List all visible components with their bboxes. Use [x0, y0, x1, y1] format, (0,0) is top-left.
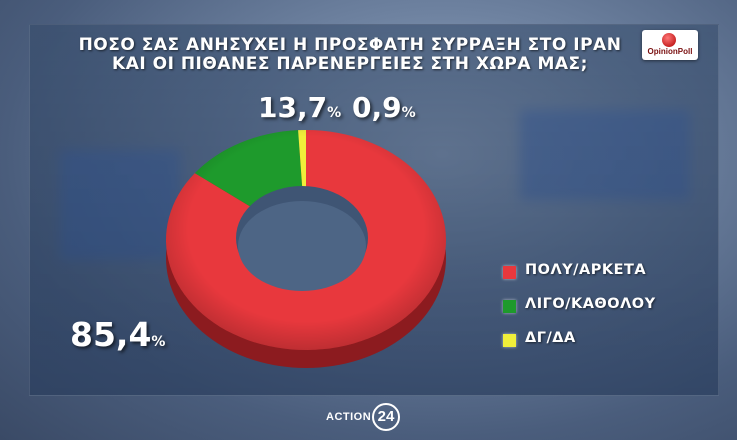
- chart-title: ΠΟΣΟ ΣΑΣ ΑΝΗΣΥΧΕΙ Η ΠΡΟΣΦΑΤΗ ΣΥΡΡΑΞΗ ΣΤΟ…: [70, 36, 630, 74]
- legend-label: ΠΟΛΥ/ΑΡΚΕΤΑ: [525, 262, 647, 278]
- slice-unit-red: %: [151, 334, 166, 350]
- slice-label-yellow: 0,9%: [352, 91, 416, 124]
- legend-label: ΛΙΓΟ/ΚΑΘΟΛΟΥ: [525, 296, 656, 312]
- legend-swatch-yellow: [503, 334, 516, 347]
- legend-label: ΔΓ/ΔΑ: [525, 330, 576, 346]
- logo-dot-icon: [662, 33, 676, 47]
- legend-swatch-green: [503, 300, 516, 313]
- title-line-1: ΠΟΣΟ ΣΑΣ ΑΝΗΣΥΧΕΙ Η ΠΡΟΣΦΑΤΗ ΣΥΡΡΑΞΗ ΣΤΟ…: [78, 35, 622, 55]
- donut-hole-inner: [238, 201, 366, 291]
- brand-word: ACTION: [326, 411, 372, 423]
- legend-swatch-red: [503, 266, 516, 279]
- slice-unit-green: %: [327, 105, 342, 121]
- slice-value-green: 13,7: [258, 91, 328, 124]
- brand-number: 24: [372, 403, 400, 431]
- slice-label-red: 85,4%: [70, 315, 165, 354]
- title-line-2: ΚΑΙ ΟΙ ΠΙΘΑΝΕΣ ΠΑΡΕΝΕΡΓΕΙΕΣ ΣΤΗ ΧΩΡΑ ΜΑΣ…: [112, 54, 588, 74]
- slice-value-red: 85,4: [70, 315, 152, 354]
- logo-text: OpinionPoll: [647, 47, 693, 56]
- slice-label-green: 13,7%: [258, 91, 341, 124]
- slice-unit-yellow: %: [401, 105, 416, 121]
- slice-value-yellow: 0,9: [352, 91, 402, 124]
- opinion-poll-logo: OpinionPoll: [642, 30, 698, 60]
